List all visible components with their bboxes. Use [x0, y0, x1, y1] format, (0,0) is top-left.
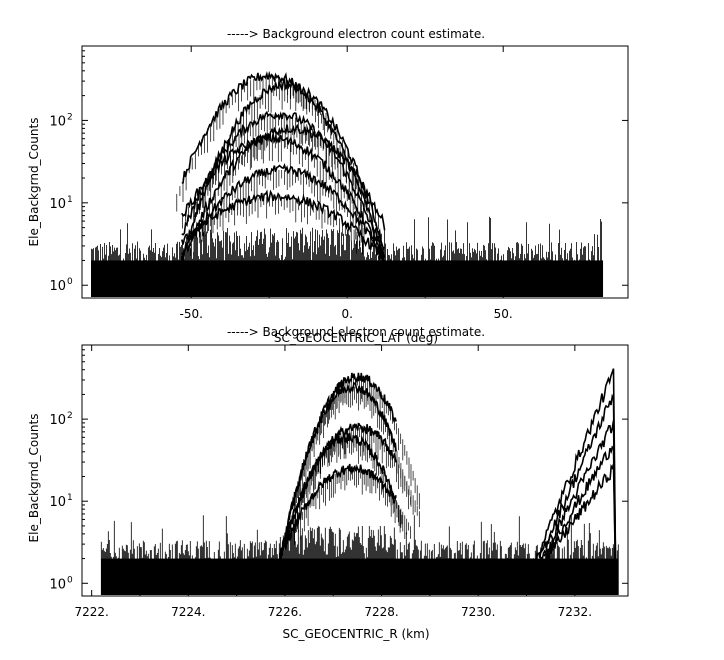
panel-2: -----> Background electron count estimat… — [27, 325, 629, 641]
series-line — [279, 422, 397, 561]
y-tick-label: 10 — [49, 495, 66, 510]
y-tick-exponent: 0 — [67, 277, 73, 287]
x-tick-label: 7222. — [74, 605, 108, 619]
series-line — [279, 431, 397, 564]
y-tick-exponent: 1 — [67, 493, 73, 503]
y-tick-exponent: 1 — [67, 195, 73, 205]
rise-series-line — [535, 368, 617, 596]
plot-frame — [81, 45, 629, 299]
x-tick-label: 7228. — [364, 605, 398, 619]
chart-1-title: -----> Background electron count estimat… — [227, 27, 485, 41]
rise-series-line — [537, 393, 617, 596]
series-spikes — [187, 196, 364, 256]
panel-1: -----> Background electron count estimat… — [27, 27, 629, 345]
series-line — [181, 189, 386, 264]
series-line — [181, 110, 386, 258]
y-tick-label: 10 — [49, 413, 66, 428]
chart-1-x-axis-label: SC_GEOCENTRIC_LAT (deg) — [274, 331, 438, 345]
x-tick-label: 7226. — [268, 605, 302, 619]
y-tick-exponent: 2 — [67, 112, 73, 122]
x-tick-label: 50. — [494, 307, 513, 321]
chart-2-y-axis-label: Ele_Backgrnd_Counts — [27, 414, 41, 543]
series-spikes — [294, 468, 411, 545]
rise-series-line — [545, 463, 617, 596]
plot-frame — [81, 344, 629, 597]
noise-floor — [101, 558, 619, 595]
x-tick-label: 7232. — [558, 605, 592, 619]
series-line — [279, 463, 397, 560]
series-line — [181, 123, 386, 263]
x-tick-label: 7230. — [461, 605, 495, 619]
chart-2-x-axis-label: SC_GEOCENTRIC_R (km) — [283, 627, 430, 641]
x-tick-label: -50. — [179, 307, 202, 321]
chart-1-plot-area — [91, 70, 604, 297]
series-line — [279, 381, 397, 560]
chart-2-plot-area — [100, 368, 619, 596]
x-tick-label: 0. — [341, 307, 352, 321]
series-spikes — [294, 386, 411, 513]
series-spikes — [198, 170, 365, 244]
series-spikes — [182, 138, 363, 240]
x-tick-label: 7224. — [171, 605, 205, 619]
chart-1-y-axis-label: Ele_Backgrnd_Counts — [27, 118, 41, 247]
y-tick-exponent: 0 — [67, 575, 73, 585]
y-tick-label: 10 — [49, 114, 66, 129]
y-tick-label: 10 — [49, 577, 66, 592]
noise-floor — [91, 260, 604, 297]
y-tick-label: 10 — [49, 279, 66, 294]
y-tick-exponent: 2 — [67, 411, 73, 421]
y-tick-label: 10 — [49, 197, 66, 212]
chart-2-title: -----> Background electron count estimat… — [227, 325, 485, 339]
